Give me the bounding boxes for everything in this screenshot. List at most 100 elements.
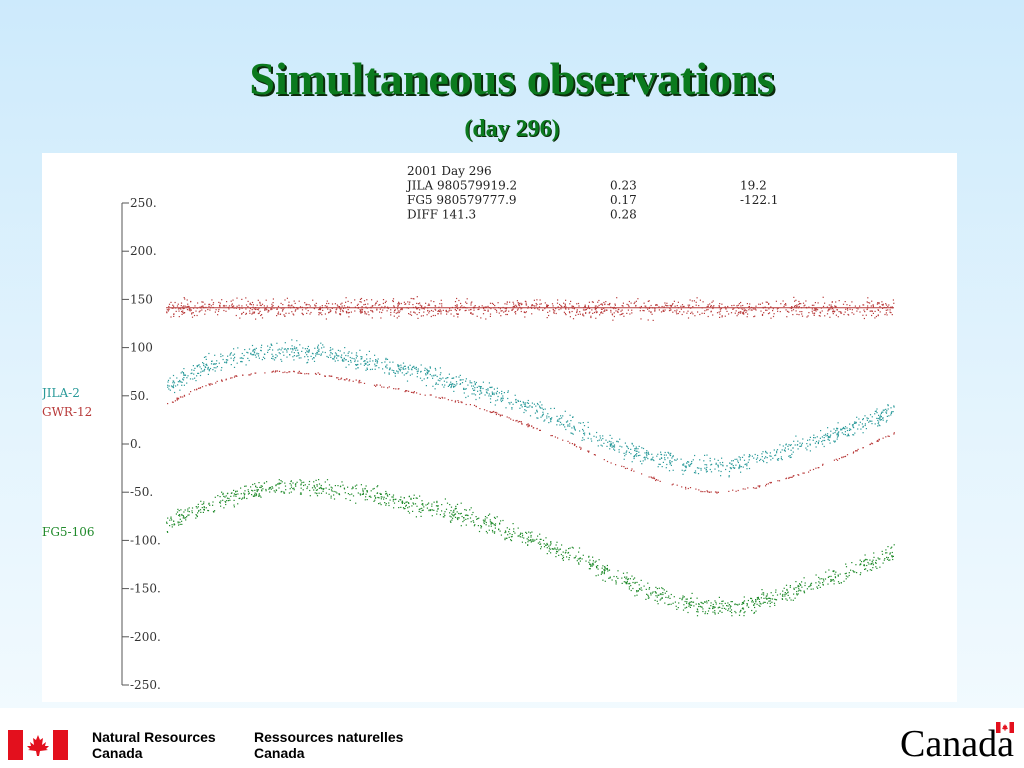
data-point xyxy=(207,366,209,368)
data-point xyxy=(239,308,241,310)
data-point xyxy=(209,367,212,370)
data-point xyxy=(719,303,721,305)
data-point xyxy=(580,422,582,424)
data-point xyxy=(239,497,241,499)
data-point xyxy=(792,599,794,601)
data-point xyxy=(214,510,216,512)
data-point xyxy=(817,467,819,469)
data-point xyxy=(347,300,349,302)
data-point xyxy=(624,467,627,470)
data-point xyxy=(815,310,817,312)
data-point xyxy=(799,302,801,305)
data-point xyxy=(536,428,538,430)
data-point xyxy=(435,383,437,385)
data-point xyxy=(378,503,380,505)
data-point xyxy=(440,313,442,315)
data-point xyxy=(192,365,194,367)
data-point xyxy=(447,311,449,313)
data-point xyxy=(329,309,331,311)
data-point xyxy=(413,503,415,505)
data-point xyxy=(400,364,402,366)
data-point xyxy=(701,602,703,604)
data-point xyxy=(687,611,689,614)
data-point xyxy=(500,315,502,317)
data-point xyxy=(862,432,864,434)
data-point xyxy=(804,584,806,587)
data-point xyxy=(282,351,284,353)
data-point xyxy=(595,565,598,567)
data-point xyxy=(692,313,694,315)
data-point xyxy=(457,313,459,315)
data-point xyxy=(822,578,825,580)
data-point xyxy=(534,539,536,541)
data-point xyxy=(212,369,214,371)
data-point xyxy=(743,454,745,456)
data-point xyxy=(815,446,817,448)
data-point xyxy=(770,482,772,484)
data-point xyxy=(808,586,810,588)
data-point xyxy=(851,301,853,303)
data-point xyxy=(728,604,730,606)
data-point xyxy=(785,443,787,445)
data-point xyxy=(582,554,584,556)
data-point xyxy=(784,304,786,306)
data-point xyxy=(523,311,525,313)
data-point xyxy=(625,578,627,580)
data-point xyxy=(205,385,207,387)
data-point xyxy=(637,448,639,450)
data-point xyxy=(838,582,840,584)
data-point xyxy=(321,305,323,307)
data-point xyxy=(549,418,552,420)
data-point xyxy=(508,310,510,312)
data-point xyxy=(168,303,171,305)
data-point xyxy=(830,430,832,432)
data-point xyxy=(256,352,258,354)
data-point xyxy=(546,553,548,555)
data-point xyxy=(717,465,719,467)
data-point xyxy=(474,387,476,389)
data-point xyxy=(244,490,246,492)
data-point xyxy=(522,534,524,536)
data-point xyxy=(834,576,836,578)
data-point xyxy=(205,356,207,358)
data-point xyxy=(857,428,859,430)
data-point xyxy=(233,348,235,350)
data-point xyxy=(836,429,838,431)
data-point xyxy=(468,309,470,311)
data-point xyxy=(410,368,413,370)
data-point xyxy=(508,536,510,538)
data-point xyxy=(174,301,176,304)
data-point xyxy=(283,354,285,356)
data-point xyxy=(375,497,377,499)
data-point xyxy=(536,410,538,412)
data-point xyxy=(475,381,477,384)
data-point xyxy=(504,310,506,312)
data-point xyxy=(458,376,460,378)
data-point xyxy=(584,432,586,434)
data-point xyxy=(489,398,492,400)
data-point xyxy=(647,300,649,302)
data-point xyxy=(195,517,197,519)
data-point xyxy=(712,306,714,308)
data-point xyxy=(664,602,666,604)
data-point xyxy=(635,446,637,448)
data-point xyxy=(740,311,742,313)
data-point xyxy=(561,417,563,419)
slide-title: Simultaneous observations xyxy=(249,53,775,104)
data-point xyxy=(360,311,362,313)
data-point xyxy=(603,573,605,575)
data-point xyxy=(260,486,262,489)
data-point xyxy=(397,365,399,368)
data-point xyxy=(331,307,333,309)
data-point xyxy=(613,312,615,314)
data-point xyxy=(359,309,361,311)
data-point xyxy=(278,479,280,481)
data-point xyxy=(795,587,797,589)
data-point xyxy=(376,486,378,488)
data-point xyxy=(258,312,260,314)
data-point xyxy=(261,303,264,305)
data-point xyxy=(830,580,832,582)
data-point xyxy=(688,605,690,607)
data-point xyxy=(828,308,830,310)
data-point xyxy=(334,352,337,354)
